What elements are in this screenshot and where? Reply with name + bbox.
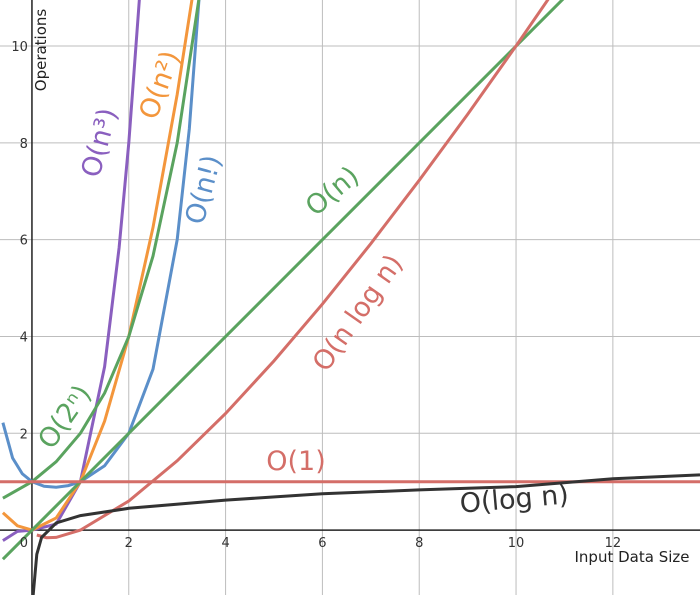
x-tick-label: 0 [20,536,28,551]
series-line [1,0,194,532]
y-tick-label: 8 [20,137,28,152]
series-label: O(log n) [459,479,570,519]
x-tick-label: 8 [415,536,423,551]
series-line [2,0,201,500]
x-tick-label: 4 [221,536,229,551]
series-label: O(n) [300,161,365,223]
x-axis-label: Input Data Size [575,548,690,566]
x-tick-label: 2 [125,536,133,551]
x-tick-label: 10 [508,536,525,551]
y-tick-label: 6 [20,234,28,249]
y-tick-label: 10 [11,40,28,55]
y-tick-label: 2 [20,427,28,442]
series-line [2,0,141,542]
series-line [1,0,565,561]
y-axis-label: Operations [32,9,50,92]
x-tick-label: 6 [318,536,326,551]
series-line [36,0,550,540]
series-label: O(1) [266,446,326,477]
series-line [31,473,700,595]
series-line [1,0,201,489]
x-tick-label: 12 [605,536,622,551]
y-tick-label: 4 [20,330,28,345]
